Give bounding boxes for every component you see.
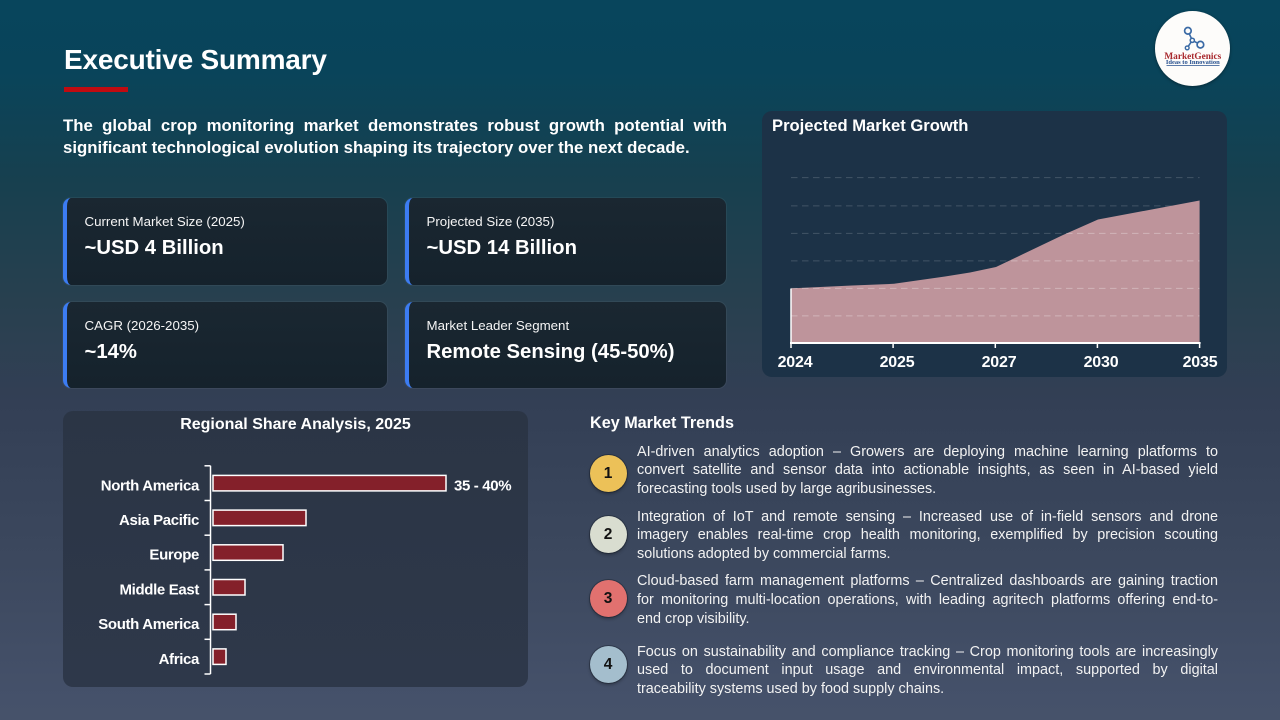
svg-text:Middle East: Middle East <box>120 581 200 598</box>
svg-text:2035: 2035 <box>1183 354 1218 371</box>
svg-text:35 - 40%: 35 - 40% <box>454 477 511 494</box>
svg-text:Asia Pacific: Asia Pacific <box>119 512 199 529</box>
svg-text:Ideas to Innovation: Ideas to Innovation <box>1166 59 1220 66</box>
svg-text:2027: 2027 <box>982 354 1017 371</box>
svg-text:Africa: Africa <box>159 651 200 668</box>
svg-text:North America: North America <box>101 477 200 494</box>
svg-text:MarketGenics: MarketGenics <box>1164 52 1221 62</box>
svg-text:2030: 2030 <box>1084 354 1119 371</box>
svg-text:South America: South America <box>98 616 200 633</box>
svg-text:2024: 2024 <box>778 354 813 371</box>
svg-text:2025: 2025 <box>880 354 915 371</box>
svg-text:Europe: Europe <box>149 547 199 564</box>
